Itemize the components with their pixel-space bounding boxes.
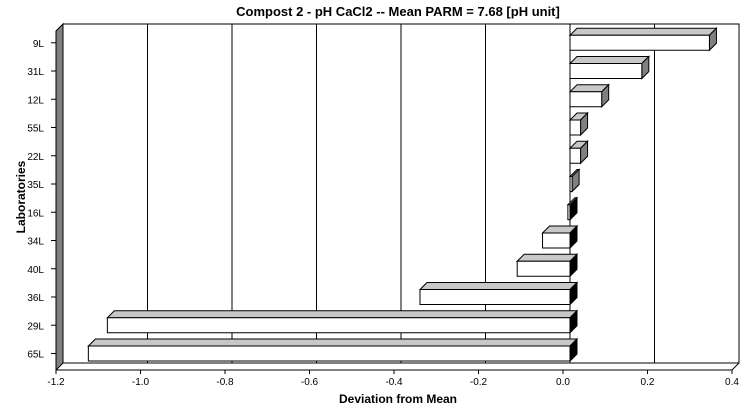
bar-top — [106, 310, 579, 319]
bar — [516, 260, 571, 277]
bar — [569, 34, 710, 51]
bar-top — [515, 253, 579, 262]
x-axis-title: Deviation from Mean — [339, 392, 457, 406]
y-tick-label: 55L — [27, 124, 44, 135]
x-tick-label: -0.6 — [301, 377, 319, 388]
bar — [569, 91, 603, 108]
y-axis-title: Laboratories — [14, 160, 28, 233]
bar-top — [568, 27, 718, 36]
plot-area: -1.2 -1.0 -0.8 -0.6 -0.4 -0.2 0.0 0.2 0.4 9L 31L 12… — [27, 22, 740, 388]
y-tick-label: 29L — [27, 321, 44, 332]
y-tick-label: 31L — [27, 67, 44, 78]
bar — [87, 345, 571, 362]
x-tick-label: -0.2 — [470, 377, 488, 388]
floor-edge — [731, 362, 740, 371]
axis-wall — [55, 22, 64, 372]
bar — [419, 289, 571, 305]
x-tick-label: -1.2 — [47, 377, 65, 388]
x-tick-label: 0.4 — [725, 377, 739, 388]
y-tick-label: 40L — [27, 265, 44, 276]
y-tick-label: 36L — [27, 293, 44, 304]
x-tick-label: -0.4 — [385, 377, 403, 388]
y-tick-label: 16L — [27, 208, 44, 219]
bar-top — [87, 338, 579, 347]
bar — [542, 232, 571, 249]
x-tick-label: -0.8 — [216, 377, 234, 388]
bar — [569, 63, 643, 79]
y-tick-label: 12L — [27, 95, 44, 106]
bar — [106, 317, 571, 334]
x-tick-label: 0.0 — [556, 377, 570, 388]
x-tick-label: 0.2 — [641, 377, 655, 388]
bar-top — [568, 56, 651, 64]
chart-title: Compost 2 - pH CaCl2 -- Mean PARM = 7.68… — [236, 4, 560, 19]
y-tick-label: 22L — [27, 152, 44, 163]
y-tick-label: 9L — [33, 39, 45, 50]
bar — [569, 147, 582, 164]
bar-top — [418, 282, 579, 290]
x-tick-label: -1.0 — [132, 377, 150, 388]
y-tick-label: 35L — [27, 180, 44, 191]
bar — [569, 119, 582, 136]
y-tick-label: 65L — [27, 350, 44, 361]
bar — [569, 176, 573, 192]
y-tick-label: 34L — [27, 237, 44, 248]
bar — [567, 204, 571, 221]
